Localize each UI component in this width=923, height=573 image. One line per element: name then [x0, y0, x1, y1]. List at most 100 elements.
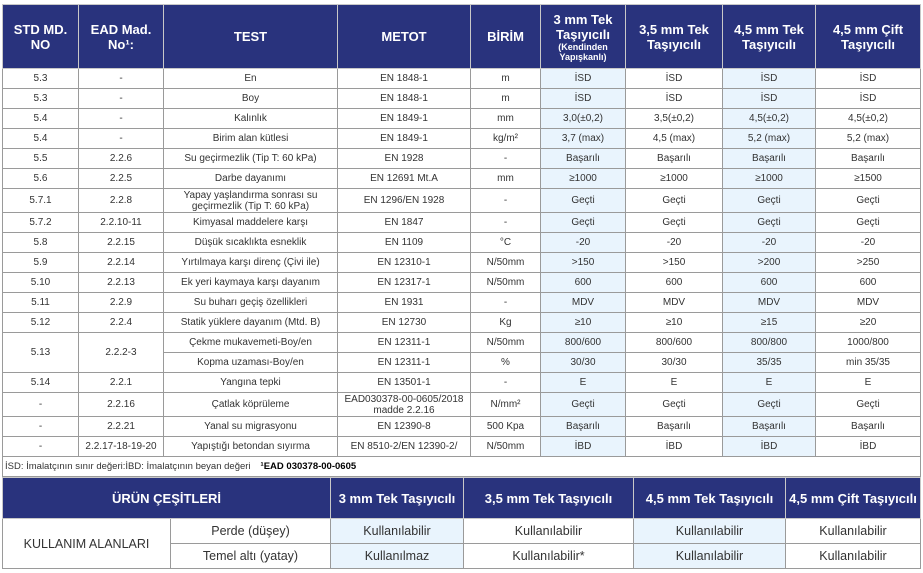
cell: E — [815, 372, 921, 393]
cell: EN 12691 Mt.A — [337, 168, 471, 189]
cell: Geçti — [540, 392, 626, 417]
cell: mm — [470, 168, 541, 189]
cell: 600 — [540, 272, 626, 293]
cell: 4,5(±0,2) — [722, 108, 816, 129]
cell: 5.8 — [2, 232, 79, 253]
column-header: 4,5 mm Tek Taşıyıcılı — [633, 477, 786, 519]
cell: Kimyasal maddelere karşı — [163, 212, 338, 233]
cell: m — [470, 88, 541, 109]
cell: Başarılı — [540, 148, 626, 169]
cell: 5.12 — [2, 312, 79, 333]
cell: Kg — [470, 312, 541, 333]
cell: >200 — [722, 252, 816, 273]
cell: Düşük sıcaklıkta esneklik — [163, 232, 338, 253]
cell: ≥1000 — [722, 168, 816, 189]
column-header: METOT — [337, 4, 471, 69]
cell: ≥10 — [540, 312, 626, 333]
cell: -20 — [815, 232, 921, 253]
cell: Kullanılabilir — [330, 518, 464, 544]
cell: >150 — [540, 252, 626, 273]
cell: 2.2.17-18-19-20 — [78, 436, 164, 457]
cell: Su geçirmezlik (Tip T: 60 kPa) — [163, 148, 338, 169]
column-header-label: 4,5 mm Tek Taşıyıcılı — [734, 21, 804, 52]
cell: N/50mm — [470, 436, 541, 457]
cell: ≥1500 — [815, 168, 921, 189]
cell: Kopma uzaması-Boy/en — [163, 352, 338, 373]
cell: - — [78, 128, 164, 149]
footnote-row: İSD: İmalatçının sınır değeri:İBD: İmala… — [2, 456, 921, 477]
cell: EN 1848-1 — [337, 68, 471, 89]
cell: İBD — [540, 436, 626, 457]
cell: EN 1848-1 — [337, 88, 471, 109]
cell: N/50mm — [470, 252, 541, 273]
column-header: 3 mm Tek Taşıyıcılı (Kendinden Yapışkanlı… — [540, 4, 626, 69]
cell: 2.2.14 — [78, 252, 164, 273]
cell: m — [470, 68, 541, 89]
table-row: -2.2.16 Çatlak köprüleme EAD030378-00-0605… — [2, 392, 921, 417]
cell: Kullanılabilir* — [463, 543, 634, 569]
cell: 5.3 — [2, 88, 79, 109]
column-header: 3,5 mm Tek Taşıyıcılı — [625, 4, 723, 69]
cell: Başarılı — [540, 416, 626, 437]
cell: 5,2 (max) — [815, 128, 921, 149]
column-header: 3,5 mm Tek Taşıyıcılı — [463, 477, 634, 519]
cell: İSD — [625, 88, 723, 109]
cell: İSD — [722, 68, 816, 89]
cell: 2.2.4 — [78, 312, 164, 333]
usage-table: ÜRÜN ÇEŞİTLERİ 3 mm Tek Taşıyıcılı 3,5 m… — [2, 477, 921, 569]
cell: 5.3 — [2, 68, 79, 89]
product-types-header: ÜRÜN ÇEŞİTLERİ — [2, 477, 331, 519]
table-row: 5.12 2.2.4 Statik yüklere dayanım (Mtd. B)… — [2, 312, 921, 333]
table-row: KULLANIM ALANLARI Perde (düşey) Kullanıl… — [2, 518, 921, 569]
table-row: -2.2.17-18-19-20 Yapıştığı betondan sıyır… — [2, 436, 921, 457]
specifications-table: STD MD. NO EAD Mad. No¹: TEST METOT BİRİM 3 m… — [2, 4, 921, 477]
cell: 5.13 — [2, 332, 79, 373]
cell: Kullanılabilir — [785, 543, 921, 569]
cell: 2.2.13 — [78, 272, 164, 293]
cell: EN 12311-1 — [337, 352, 471, 373]
cell: EN 8510-2/EN 12390-2/ — [337, 436, 471, 457]
table-row: 5.7.2 2.2.10-11 Kimyasal maddelere karşı EN… — [2, 212, 921, 233]
cell: 5.5 — [2, 148, 79, 169]
cell: Geçti — [625, 188, 723, 213]
cell: 800/600 — [625, 332, 723, 353]
cell: EN 12311-1 — [337, 332, 471, 353]
table-row: 5.7.1 2.2.8 Yapay yaşlandırma sonrası su g… — [2, 188, 921, 213]
cell: ≥1000 — [625, 168, 723, 189]
cell: 600 — [815, 272, 921, 293]
cell: - — [2, 416, 79, 437]
cell: -20 — [625, 232, 723, 253]
column-header-label: BİRİM — [487, 29, 524, 44]
cell: % — [470, 352, 541, 373]
cell: 30/30 — [625, 352, 723, 373]
row-label: Perde (düşey) — [170, 518, 331, 544]
cell: MDV — [815, 292, 921, 313]
cell: 600 — [722, 272, 816, 293]
cell: Kullanılabilir — [633, 518, 786, 544]
cell: Geçti — [625, 392, 723, 417]
cell: Kullanılmaz — [330, 543, 464, 569]
cell: Yanal su migrasyonu — [163, 416, 338, 437]
cell: Başarılı — [722, 416, 816, 437]
cell: Kullanılabilir — [785, 518, 921, 544]
cell: EN 12390-8 — [337, 416, 471, 437]
row-label: Temel altı (yatay) — [170, 543, 331, 569]
cell: İBD — [815, 436, 921, 457]
cell: - — [78, 68, 164, 89]
column-header: EAD Mad. No¹: — [78, 4, 164, 69]
cell: 2.2.8 — [78, 188, 164, 213]
column-header-subtitle: (Kendinden Yapışkanlı) — [558, 41, 608, 62]
cell: İSD — [722, 88, 816, 109]
cell: Geçti — [722, 392, 816, 417]
cell: >250 — [815, 252, 921, 273]
cell: EN 1296/EN 1928 — [337, 188, 471, 213]
cell: Geçti — [815, 392, 921, 417]
cell: Geçti — [722, 188, 816, 213]
cell: 5.4 — [2, 108, 79, 129]
column-header-label: 4,5 mm Çift Taşıyıcılı — [832, 21, 904, 52]
cell: EN 1847 — [337, 212, 471, 233]
cell: 3,7 (max) — [540, 128, 626, 149]
footnote-reference: ¹EAD 030378-00-0605 — [260, 461, 357, 472]
table-row: Temel altı (yatay) Kullanılmaz Kullanıla… — [3, 543, 921, 569]
cell: - — [470, 188, 541, 213]
